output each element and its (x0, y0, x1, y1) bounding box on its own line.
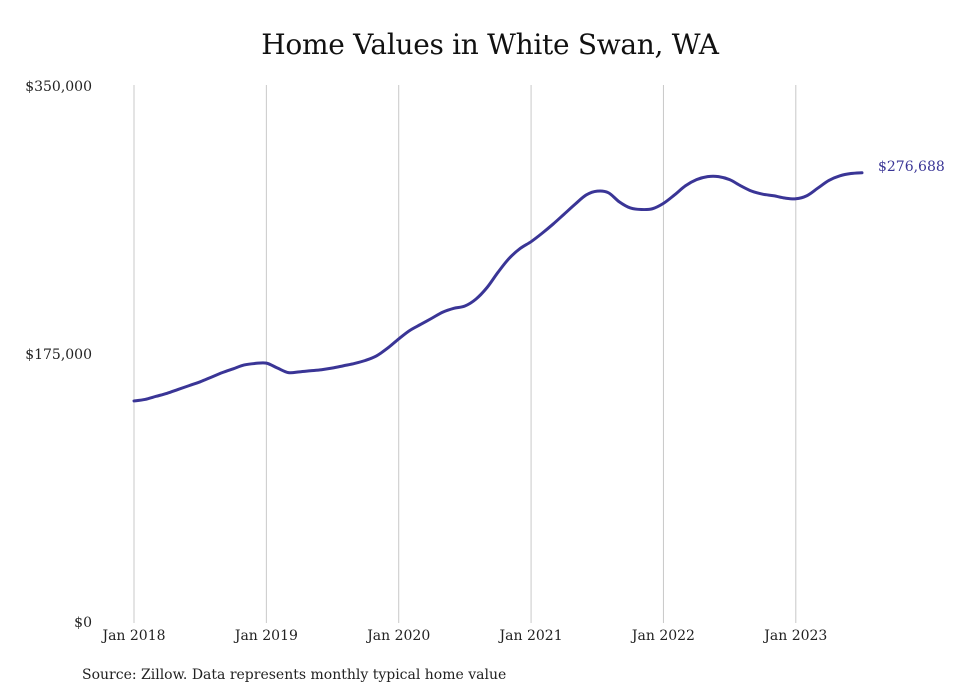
x-tick-label: Jan 2018 (100, 628, 165, 644)
x-tick-label: Jan 2021 (498, 628, 563, 644)
chart-title: Home Values in White Swan, WA (261, 28, 719, 61)
x-axis: Jan 2018 Jan 2019 Jan 2020 Jan 2021 Jan 2022… (100, 628, 827, 644)
x-tick-label: Jan 2023 (762, 628, 827, 644)
x-tick-label: Jan 2022 (630, 628, 695, 644)
y-tick-label: $350,000 (25, 79, 92, 95)
x-tick-label: Jan 2020 (365, 628, 430, 644)
y-axis: $0 $175,000 $350,000 (25, 79, 92, 631)
gridlines (133, 85, 797, 623)
y-tick-label: $0 (74, 615, 92, 631)
source-note: Source: Zillow. Data represents monthly … (82, 667, 507, 683)
latest-value-label: $276,688 (878, 159, 945, 175)
y-tick-label: $175,000 (25, 347, 92, 363)
home-value-line (132, 171, 864, 403)
x-tick-label: Jan 2019 (233, 628, 298, 644)
